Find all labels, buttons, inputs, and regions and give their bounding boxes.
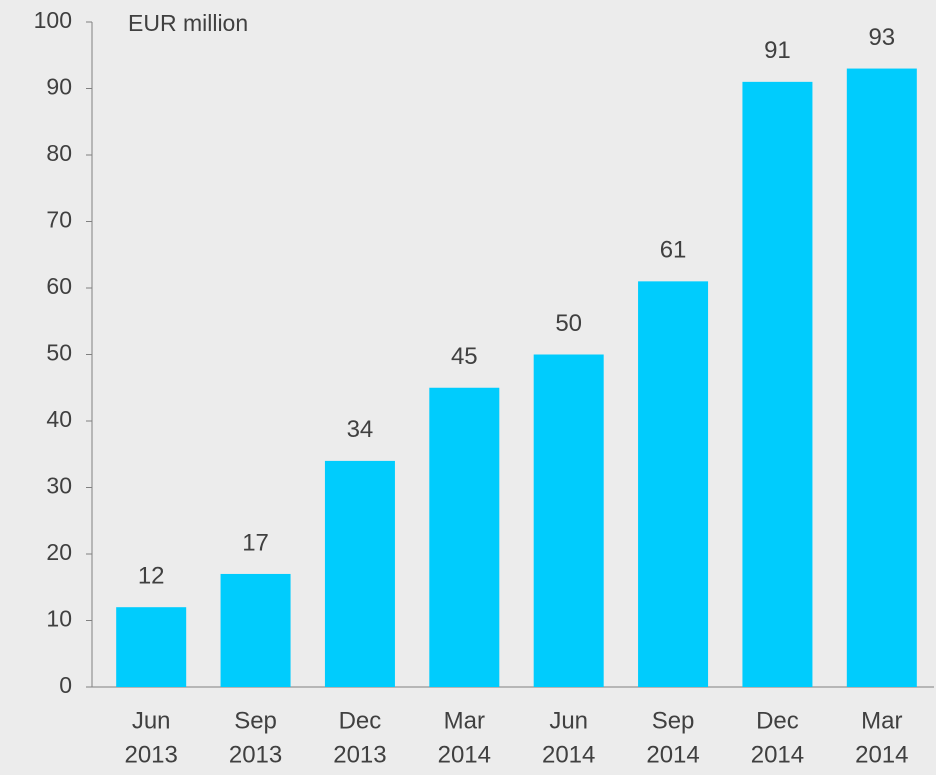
bar: [846, 68, 917, 688]
y-tick-label: 10: [46, 606, 72, 632]
x-tick-label: Mar: [444, 707, 485, 734]
data-label: 61: [660, 237, 687, 264]
bar: [638, 281, 709, 687]
data-label: 34: [347, 416, 374, 443]
y-tick-label: 0: [59, 672, 72, 698]
data-label: 93: [868, 24, 895, 51]
bar: [429, 387, 500, 687]
y-tick-label: 90: [46, 74, 72, 100]
x-tick-label: 2013: [333, 741, 386, 768]
data-label: 17: [242, 529, 269, 556]
unit-label: EUR million: [128, 10, 248, 36]
x-tick-label: 2014: [646, 741, 699, 768]
x-tick-label: Jun: [132, 707, 171, 734]
y-tick-label: 80: [46, 140, 72, 166]
x-tick-label: Dec: [339, 707, 382, 734]
y-tick-label: 30: [46, 473, 72, 499]
x-tick-label: Dec: [756, 707, 799, 734]
x-tick-label: Mar: [861, 707, 902, 734]
y-tick-label: 40: [46, 406, 72, 432]
bar: [742, 81, 813, 688]
y-tick-label: 60: [46, 273, 72, 299]
x-tick-label: 2014: [751, 741, 804, 768]
y-tick-label: 20: [46, 539, 72, 565]
x-tick-label: 2013: [229, 741, 282, 768]
y-tick-label: 100: [34, 7, 72, 33]
data-label: 12: [138, 563, 165, 590]
y-tick-label: 50: [46, 340, 72, 366]
x-tick-label: 2014: [855, 741, 908, 768]
x-tick-label: Sep: [234, 707, 277, 734]
x-tick-label: 2014: [542, 741, 595, 768]
bar: [533, 354, 604, 687]
bar: [220, 573, 291, 687]
x-tick-label: 2014: [438, 741, 491, 768]
y-tick-label: 70: [46, 207, 72, 233]
data-label: 45: [451, 343, 478, 370]
bar: [116, 607, 187, 687]
data-label: 50: [555, 310, 582, 337]
x-tick-label: Jun: [549, 707, 588, 734]
bar: [324, 460, 395, 687]
x-tick-label: 2013: [124, 741, 177, 768]
x-tick-label: Sep: [652, 707, 695, 734]
data-label: 91: [764, 37, 791, 64]
